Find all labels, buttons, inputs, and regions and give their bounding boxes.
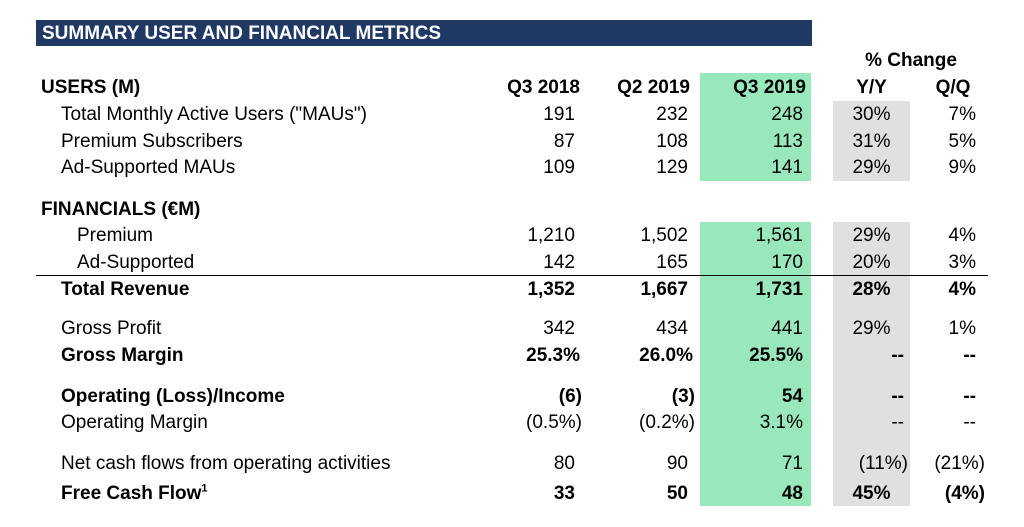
- cell-q2-2019: 232: [656, 104, 688, 125]
- cell-qq: --: [963, 345, 976, 366]
- row-label: Ad-Supported: [77, 252, 195, 273]
- total-revenue-divider: [36, 275, 988, 276]
- cell-yy: 29%: [852, 157, 891, 178]
- section-title-banner: SUMMARY USER AND FINANCIAL METRICS: [36, 20, 812, 46]
- cell-yy: 29%: [852, 225, 891, 246]
- cell-q2-2019: 165: [656, 252, 688, 273]
- cell-q3-2018: 87: [553, 131, 575, 152]
- cell-q3-2019: 441: [771, 318, 803, 339]
- yy-shading-financials: [833, 222, 910, 506]
- col-header-q2-2019: Q2 2019: [617, 77, 690, 98]
- row-label: Operating Margin: [61, 412, 208, 433]
- cell-q3-2019: 54: [781, 386, 803, 407]
- q3-2019-highlight-financials: [700, 222, 811, 506]
- cell-qq: 9%: [948, 157, 976, 178]
- yy-shading-users: [833, 101, 910, 181]
- cell-qq: 1%: [948, 318, 976, 339]
- cell-yy: 28%: [852, 279, 891, 300]
- cell-qq: --: [963, 412, 976, 433]
- row-label: Ad-Supported MAUs: [61, 157, 236, 178]
- financials-section-header: FINANCIALS (€M): [41, 199, 201, 220]
- cell-q3-2019: 25.5%: [749, 345, 803, 366]
- row-label: Gross Margin: [61, 345, 184, 366]
- cell-q2-2019: 1,502: [640, 225, 688, 246]
- cell-q3-2018: 109: [543, 157, 575, 178]
- cell-q2-2019: 434: [656, 318, 688, 339]
- cell-q3-2019: 248: [771, 104, 803, 125]
- cell-q3-2019: 1,561: [755, 225, 803, 246]
- cell-yy: 45%: [852, 483, 891, 504]
- cell-yy: --: [891, 345, 904, 366]
- cell-qq: 4%: [948, 225, 976, 246]
- cell-q3-2018: 33: [553, 483, 575, 504]
- row-label: Gross Profit: [61, 318, 162, 339]
- row-label: Free Cash Flow1: [61, 483, 208, 505]
- cell-yy: 29%: [852, 318, 891, 339]
- cell-q3-2019: 141: [771, 157, 803, 178]
- cell-q2-2019: 1,667: [640, 279, 688, 300]
- cell-yy: --: [891, 386, 904, 407]
- users-section-header: USERS (M): [41, 77, 141, 98]
- cell-qq: 4%: [948, 279, 976, 300]
- cell-q3-2018: (0.5%): [526, 412, 582, 433]
- cell-q3-2018: 25.3%: [526, 345, 580, 366]
- cell-q3-2019: 113: [772, 131, 803, 152]
- row-label: Premium: [77, 225, 154, 246]
- cell-q2-2019: 50: [666, 483, 688, 504]
- cell-q2-2019: 90: [666, 453, 688, 474]
- cell-qq: 3%: [948, 252, 976, 273]
- cell-q3-2019: 71: [781, 453, 803, 474]
- cell-q3-2018: 1,210: [527, 225, 575, 246]
- col-header-q3-2018: Q3 2018: [507, 77, 580, 98]
- cell-qq: 7%: [948, 104, 976, 125]
- cell-q3-2019: 48: [781, 483, 803, 504]
- cell-yy: 30%: [852, 104, 891, 125]
- cell-yy: (11%): [858, 453, 908, 474]
- cell-yy: --: [891, 412, 904, 433]
- cell-yy: 20%: [852, 252, 891, 273]
- col-header-qq: Q/Q: [935, 77, 971, 98]
- cell-q2-2019: 129: [656, 157, 688, 178]
- pct-change-header: % Change: [865, 50, 957, 71]
- cell-q3-2018: (6): [558, 386, 582, 407]
- cell-q3-2019: 3.1%: [759, 412, 803, 433]
- cell-q2-2019: 26.0%: [639, 345, 693, 366]
- cell-qq: (21%): [934, 453, 985, 474]
- row-label: Total Revenue: [61, 279, 190, 300]
- cell-qq: 5%: [948, 131, 976, 152]
- footnote-marker: 1: [201, 482, 208, 495]
- row-label: Operating (Loss)/Income: [61, 386, 285, 407]
- cell-q3-2018: 80: [553, 453, 575, 474]
- cell-q3-2018: 342: [543, 318, 575, 339]
- cell-q2-2019: (0.2%): [639, 412, 695, 433]
- cell-q2-2019: 108: [656, 131, 688, 152]
- col-header-q3-2019: Q3 2019: [733, 77, 806, 98]
- free-cash-flow-label: Free Cash Flow: [61, 483, 202, 504]
- row-label: Net cash flows from operating activities: [61, 453, 391, 474]
- cell-q3-2018: 191: [543, 104, 575, 125]
- row-label: Total Monthly Active Users ("MAUs"): [61, 104, 367, 125]
- cell-q2-2019: (3): [671, 386, 695, 407]
- cell-yy: 31%: [852, 131, 891, 152]
- cell-q3-2018: 1,352: [527, 279, 575, 300]
- col-header-yy: Y/Y: [856, 77, 887, 98]
- q3-2019-highlight-users: [700, 73, 811, 181]
- cell-q3-2019: 170: [771, 252, 803, 273]
- row-label: Premium Subscribers: [61, 131, 243, 152]
- cell-q3-2018: 142: [543, 252, 575, 273]
- cell-qq: --: [963, 386, 976, 407]
- cell-qq: (4%): [944, 483, 985, 504]
- cell-q3-2019: 1,731: [755, 279, 803, 300]
